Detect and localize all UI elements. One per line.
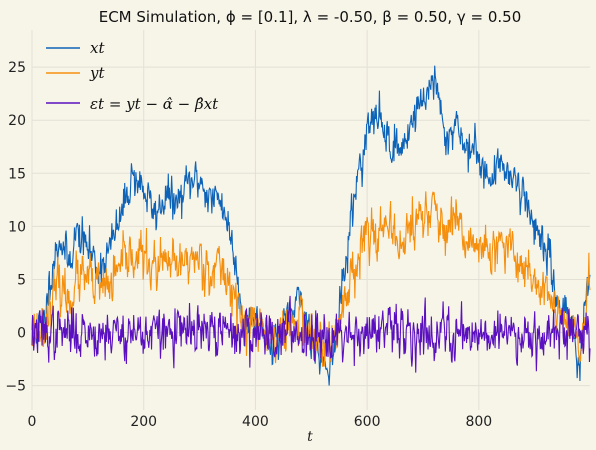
legend-label-xt: xt <box>90 39 105 57</box>
x-tick-label: 200 <box>130 414 157 430</box>
legend-entry-yt: yt <box>46 64 105 82</box>
y-axis-ticks: −5 0 5 10 15 20 25 <box>5 60 26 394</box>
x-axis-label: t <box>307 429 313 445</box>
y-tick-label: 20 <box>8 113 26 129</box>
y-tick-label: 15 <box>8 166 26 182</box>
plot-area <box>31 65 591 386</box>
x-tick-label: 0 <box>28 414 37 430</box>
legend-label-yt: yt <box>89 64 105 82</box>
y-tick-label: 10 <box>8 219 26 235</box>
y-tick-label: 25 <box>8 60 26 76</box>
x-tick-label: 600 <box>354 414 381 430</box>
legend-label-epsilon: εt = yt − α̂ − β̂xt <box>90 95 219 113</box>
x-axis-ticks: 0 200 400 600 800 <box>28 414 493 430</box>
series-line-epsilon_t <box>31 295 591 373</box>
y-tick-label: −5 <box>5 379 26 395</box>
series-line-x_t <box>31 65 591 386</box>
legend: xt yt εt = yt − α̂ − β̂xt <box>46 39 219 113</box>
legend-entry-xt: xt <box>46 39 105 57</box>
y-tick-label: 5 <box>17 272 26 288</box>
series-line-y_t <box>31 191 591 367</box>
chart-title: ECM Simulation, ϕ = [0.1], λ = -0.50, β … <box>99 8 522 26</box>
x-tick-label: 800 <box>465 414 492 430</box>
legend-entry-epsilon: εt = yt − α̂ − β̂xt <box>46 95 219 113</box>
y-tick-label: 0 <box>17 326 26 342</box>
x-tick-label: 400 <box>242 414 269 430</box>
